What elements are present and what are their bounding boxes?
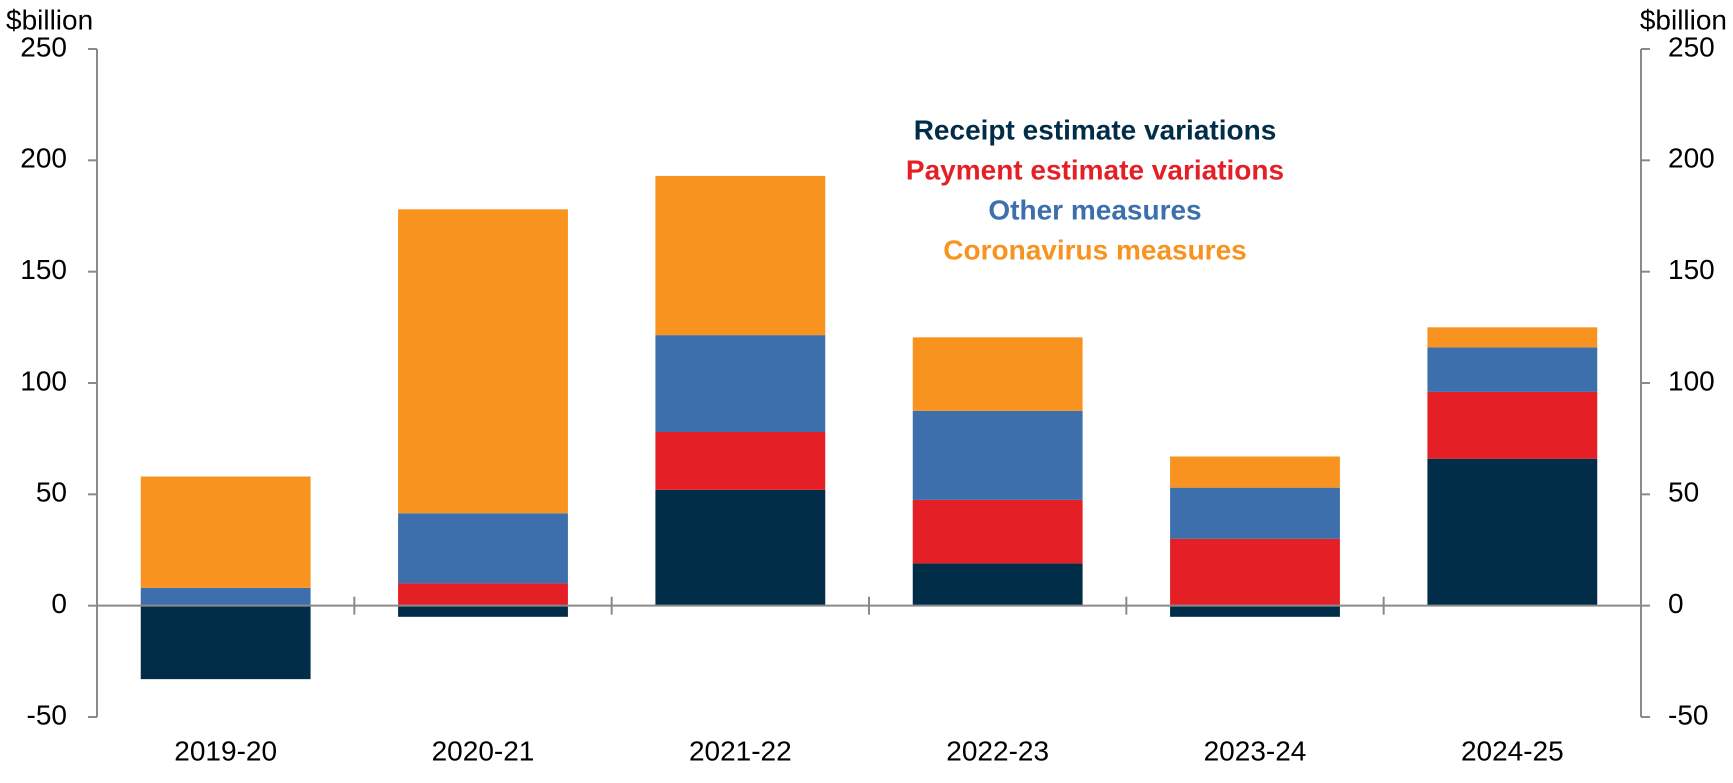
x-tick-label: 2020-21 <box>432 735 535 766</box>
legend-entry: Receipt estimate variations <box>914 114 1277 145</box>
bar-segment <box>1427 458 1598 606</box>
bar-segment <box>655 335 826 432</box>
bar-segment <box>140 605 311 680</box>
bar-segment <box>398 209 568 514</box>
x-tick-label: 2023-24 <box>1204 735 1307 766</box>
x-tick-label: 2024-25 <box>1461 735 1564 766</box>
y-tick-label: 200 <box>20 143 67 174</box>
bar-segment <box>398 513 568 584</box>
y2-tick-label: 250 <box>1668 31 1715 62</box>
y-axis-label: $billion <box>6 4 93 35</box>
y-tick-label: 250 <box>20 31 67 62</box>
bar-segment <box>655 175 826 336</box>
bar-segment <box>1427 391 1598 459</box>
bar-segment <box>140 587 311 606</box>
bar-segment <box>655 431 826 490</box>
bar-segment <box>398 605 568 617</box>
y2-tick-label: 150 <box>1668 254 1715 285</box>
bar-segment <box>398 583 568 606</box>
legend-entry: Coronavirus measures <box>943 234 1246 265</box>
y2-axis-label: $billion <box>1640 4 1727 35</box>
y2-tick-label: 0 <box>1668 588 1684 619</box>
bar-segment <box>1170 538 1340 606</box>
y-tick-label: -50 <box>27 699 67 730</box>
bar-segment <box>912 410 1083 500</box>
bar-segment <box>912 337 1083 411</box>
y2-tick-label: 100 <box>1668 365 1715 396</box>
y-tick-label: 100 <box>20 365 67 396</box>
y2-tick-label: 50 <box>1668 477 1699 508</box>
bar-segment <box>1170 487 1340 539</box>
y-tick-label: 50 <box>36 477 67 508</box>
bar-segment <box>1427 347 1598 392</box>
legend-entry: Other measures <box>988 194 1201 225</box>
legend-entry: Payment estimate variations <box>906 154 1284 185</box>
y2-tick-label: -50 <box>1668 699 1708 730</box>
bar-segment <box>1427 327 1598 348</box>
x-tick-label: 2021-22 <box>689 735 792 766</box>
bar-segment <box>655 489 826 606</box>
bar-segment <box>140 476 311 588</box>
bar-segment <box>1170 456 1340 488</box>
y-tick-label: 0 <box>51 588 67 619</box>
bar-segment <box>912 499 1083 564</box>
bar-segment <box>912 563 1083 606</box>
y2-tick-label: 200 <box>1668 143 1715 174</box>
bar-segment <box>1170 605 1340 617</box>
y-tick-label: 150 <box>20 254 67 285</box>
x-tick-label: 2019-20 <box>174 735 277 766</box>
x-tick-label: 2022-23 <box>946 735 1049 766</box>
